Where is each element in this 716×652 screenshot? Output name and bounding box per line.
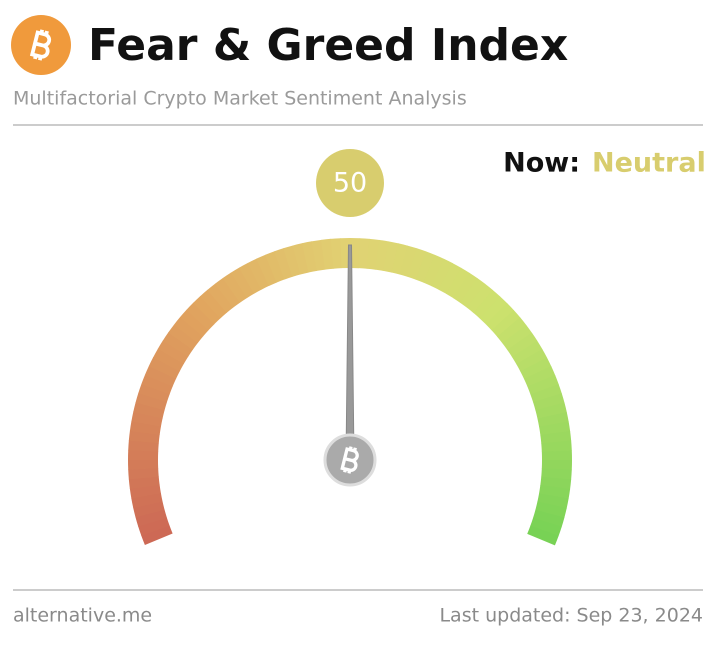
gauge-segment [129,420,162,436]
value-label: 50 [333,168,367,199]
gauge-segment [530,384,562,403]
gauge-segment [399,245,418,278]
gauge-segment [431,258,453,290]
gauge-segment [179,309,209,337]
gauge-segment [539,421,571,436]
gauge-segment [358,238,370,269]
gauge-segment [157,340,189,365]
gauge-segment [460,278,486,308]
gauge-segment [491,310,521,337]
gauge-segment [301,241,318,273]
gauge-segment [138,517,170,536]
gauge-segment [453,272,478,304]
gauge-segment [256,254,277,287]
gauge-segment [133,501,165,518]
gauge-segment [533,393,565,411]
gauge-segment [516,349,548,372]
needle [345,244,355,461]
gauge-segment [168,324,198,350]
gauge-segment [415,251,436,283]
gauge-segment [527,375,559,395]
gauge-segment [532,509,565,528]
gauge-segment [129,484,161,499]
gauge-segment [173,316,204,344]
gauge-segment [537,411,569,428]
gauge-segment [131,492,163,509]
gauge-segment [523,366,556,387]
gauge-segment [141,374,173,395]
gauge-segment [133,402,165,419]
gauge-segment [466,283,494,314]
gauge-segment [274,248,293,280]
gauge-segment [473,289,501,319]
value-bubble [316,149,384,217]
hub-symbol [340,446,359,474]
gauge-segment [135,509,167,527]
gauge-segment [214,277,241,308]
gauge-segment [540,431,572,444]
gauge-segment [128,467,159,480]
gauge-segment [153,348,184,372]
gauge-segment [200,289,227,319]
status: Neutral [592,148,706,179]
gauge-segment [438,263,462,294]
gauge-segment [445,267,470,299]
gauge-segment [511,340,543,365]
gauge-segment [222,272,248,303]
gauge-segment [383,241,399,273]
gauge-segment [292,243,309,275]
gauge-segment [479,296,508,325]
gauge-segment [497,317,527,344]
gauge-segment [162,332,194,357]
gauge-segment [148,357,180,379]
gauge-segment [535,402,567,419]
gauge-segment [128,476,160,489]
status-prefix: Now: [503,148,580,179]
gauge-segment [366,238,380,270]
gauge-segment [131,411,163,427]
title: Fear & Greed Index [88,20,568,71]
gauge-segment [502,324,533,351]
gauge-segment [265,251,285,283]
gauge-arc [128,238,572,546]
gauge-segment [507,332,538,358]
gauge-segment [537,493,569,509]
gauge-segment [520,357,552,380]
gauge-segment [141,525,173,545]
gauge-segment [239,262,262,294]
gauge-segment [321,238,334,270]
gauge-segment [535,501,567,518]
gauge-segment [541,440,572,453]
gauge-segment [423,254,445,287]
gauge-segment [330,238,343,269]
gauge-segment [135,392,168,411]
subtitle: Multifactorial Crypto Market Sentiment A… [13,88,467,110]
source: alternative.me [13,605,152,627]
gauge-segment [247,258,270,290]
gauge-segment [538,484,571,500]
gauge-segment [230,267,255,299]
gauge-segment [186,302,215,331]
gauge-segment [311,239,326,271]
gauge-segment [193,295,221,325]
gauge-segment [138,383,170,403]
gauge-segment [541,468,572,480]
gauge-segment [485,303,515,331]
gauge-segment [207,283,234,313]
gauge-segment [391,243,408,275]
gauge-segment [407,248,427,280]
gauge-segment [144,365,177,387]
gauge-segment [128,430,160,444]
gauge-segment [540,476,572,490]
gauge-segment [283,245,301,277]
gauge-segment [374,239,390,272]
gauge-segment [527,525,559,546]
logo-symbol [29,29,52,61]
updated: Last updated: Sep 23, 2024 [439,605,703,627]
gauge-segment [128,440,159,452]
gauge-segment [530,517,562,537]
